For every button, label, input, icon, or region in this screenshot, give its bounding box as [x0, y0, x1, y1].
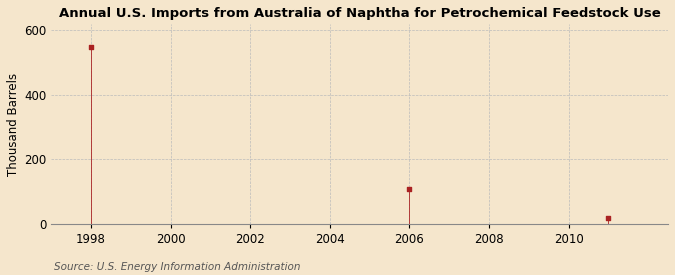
Y-axis label: Thousand Barrels: Thousand Barrels — [7, 72, 20, 175]
Point — [404, 186, 414, 191]
Point — [86, 45, 97, 49]
Text: Source: U.S. Energy Information Administration: Source: U.S. Energy Information Administ… — [54, 262, 300, 272]
Title: Annual U.S. Imports from Australia of Naphtha for Petrochemical Feedstock Use: Annual U.S. Imports from Australia of Na… — [59, 7, 661, 20]
Point — [603, 215, 614, 220]
